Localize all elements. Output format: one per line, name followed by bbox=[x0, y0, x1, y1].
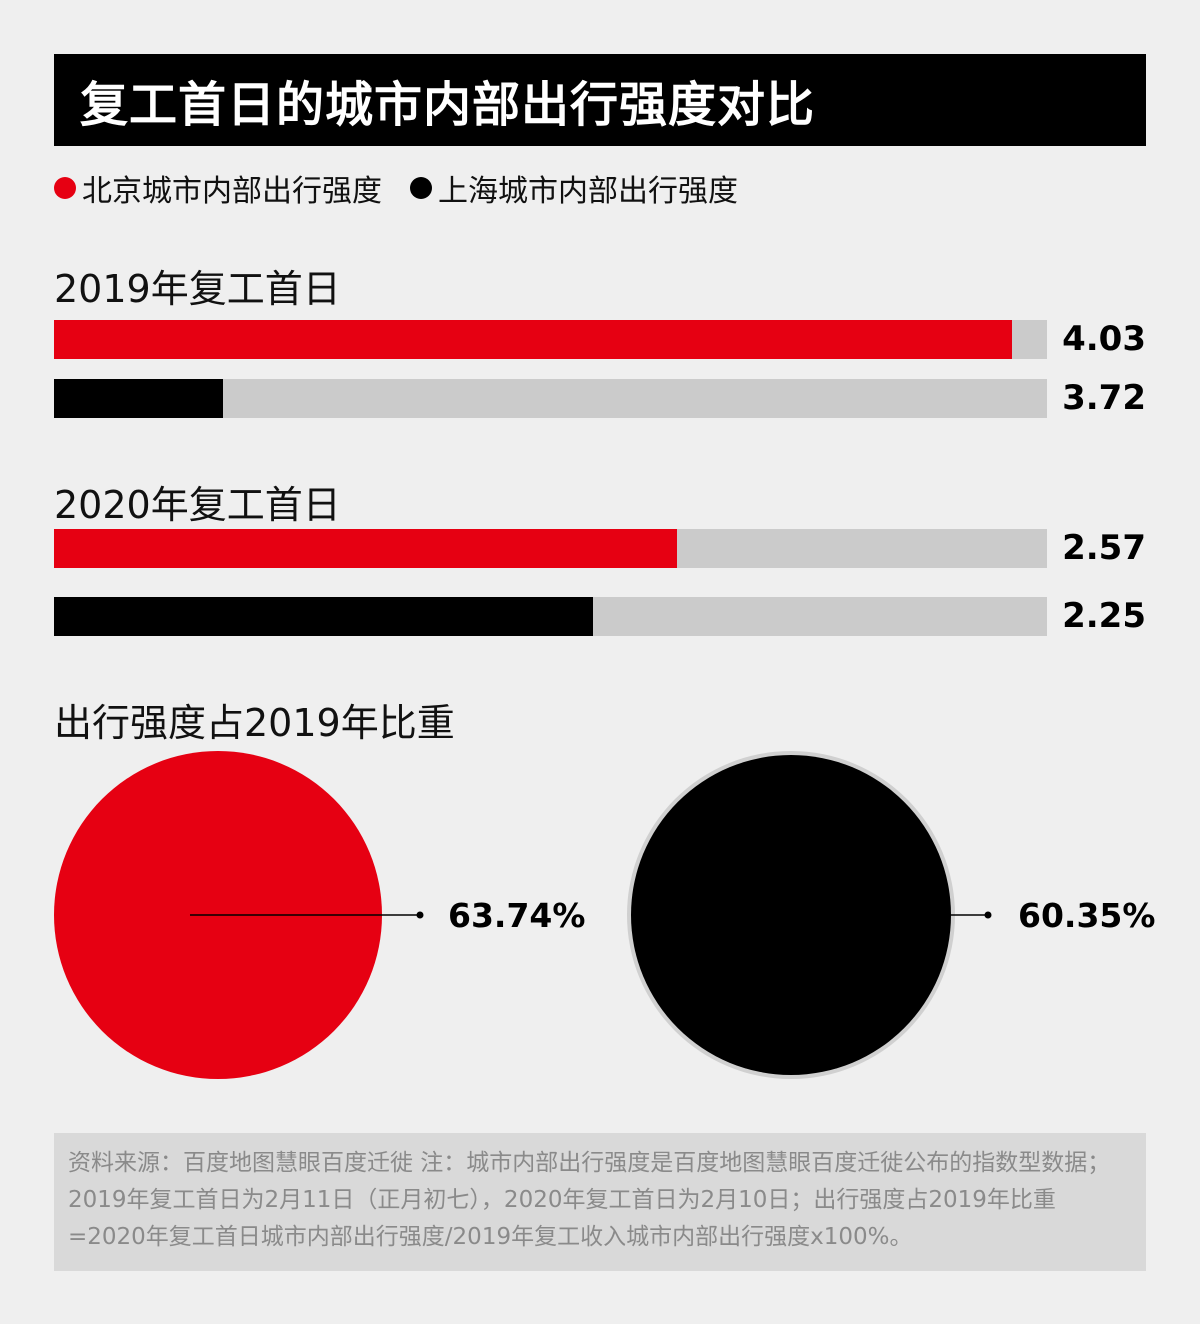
footnote: 资料来源：百度地图慧眼百度迁徙 注：城市内部出行强度是百度地图慧眼百度迁徙公布的… bbox=[54, 1133, 1146, 1271]
page-title: 复工首日的城市内部出行强度对比 bbox=[54, 54, 1146, 146]
leader-dot-shanghai bbox=[984, 911, 992, 919]
legend-item-shanghai: 上海城市内部出行强度 bbox=[410, 166, 738, 210]
bar-value-2020-shanghai: 2.25 bbox=[1062, 596, 1146, 636]
legend-dot-beijing bbox=[54, 177, 76, 199]
bar-track-2019-shanghai bbox=[54, 379, 1047, 418]
legend-label-shanghai: 上海城市内部出行强度 bbox=[438, 174, 738, 209]
bar-track-2020-shanghai bbox=[54, 597, 1047, 636]
circle-shanghai bbox=[631, 755, 951, 1075]
legend-label-beijing: 北京城市内部出行强度 bbox=[82, 174, 382, 209]
leader-dot-beijing bbox=[416, 911, 424, 919]
ratio-circles: 63.74% 60.35% bbox=[54, 751, 1155, 1079]
section-title-2019: 2019年复工首日 bbox=[54, 267, 341, 311]
bar-track-2019-beijing bbox=[54, 320, 1047, 359]
legend: 北京城市内部出行强度 上海城市内部出行强度 bbox=[54, 166, 766, 210]
circle-value-shanghai: 60.35% bbox=[1018, 896, 1155, 935]
section-title-2020: 2020年复工首日 bbox=[54, 483, 341, 527]
legend-dot-shanghai bbox=[410, 177, 432, 199]
bar-2019-shanghai bbox=[54, 379, 223, 418]
legend-item-beijing: 北京城市内部出行强度 bbox=[54, 166, 382, 210]
section-title-ratio: 出行强度占2019年比重 bbox=[54, 701, 455, 745]
bar-value-2020-beijing: 2.57 bbox=[1062, 528, 1146, 568]
bar-value-2019-beijing: 4.03 bbox=[1062, 319, 1146, 359]
circle-value-beijing: 63.74% bbox=[448, 896, 585, 935]
bar-value-2019-shanghai: 3.72 bbox=[1062, 378, 1146, 418]
bar-2020-shanghai bbox=[54, 597, 594, 636]
bar-track-2020-beijing bbox=[54, 529, 1047, 568]
bar-2019-beijing bbox=[54, 320, 1013, 359]
bar-2020-beijing bbox=[54, 529, 677, 568]
